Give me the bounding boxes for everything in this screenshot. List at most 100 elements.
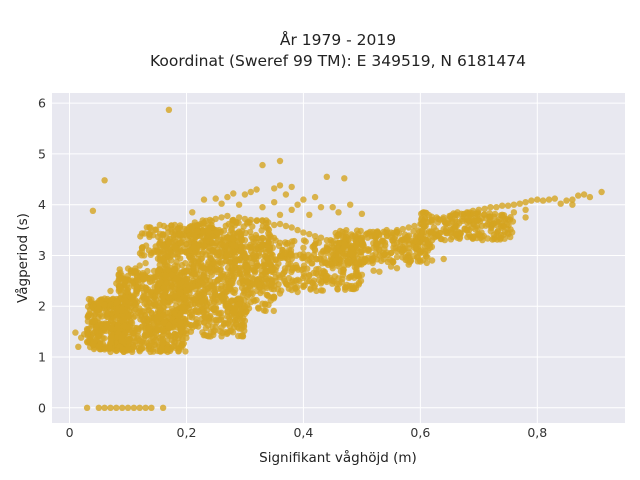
data-point [382, 229, 389, 236]
data-point [386, 256, 393, 263]
data-point [101, 295, 108, 302]
data-point [319, 287, 326, 294]
data-point [258, 242, 265, 250]
data-point [472, 226, 479, 233]
data-point [417, 258, 424, 265]
data-point [343, 281, 351, 289]
data-point [189, 314, 196, 321]
data-point [475, 206, 482, 213]
data-point [146, 324, 153, 331]
data-point [311, 247, 319, 254]
data-point [190, 244, 198, 252]
data-point [123, 288, 131, 295]
data-point [224, 300, 231, 307]
data-point [317, 204, 325, 211]
y-tick-label: 4 [38, 197, 46, 212]
data-point [475, 216, 482, 224]
data-point [141, 252, 148, 259]
data-point [358, 210, 366, 217]
data-point [119, 346, 126, 353]
data-point [358, 237, 366, 244]
data-point [380, 255, 387, 263]
data-point [107, 287, 114, 295]
data-point [336, 227, 344, 235]
data-point [114, 324, 121, 331]
data-point [347, 242, 354, 249]
data-point [463, 226, 471, 234]
data-point [300, 196, 307, 203]
data-point [159, 232, 167, 239]
data-point [166, 309, 174, 316]
data-point [154, 327, 161, 334]
data-point [586, 193, 594, 201]
data-point [276, 254, 284, 262]
data-point [212, 317, 219, 324]
data-point [191, 250, 198, 257]
data-point [247, 216, 254, 224]
data-point [200, 319, 208, 326]
data-point [139, 270, 147, 277]
data-point [399, 247, 406, 254]
data-point [206, 318, 214, 325]
data-point [127, 328, 134, 336]
data-point [253, 296, 260, 304]
data-point [83, 325, 91, 333]
data-point [271, 221, 278, 229]
data-point [182, 348, 189, 355]
data-point [101, 177, 108, 184]
data-point [156, 266, 163, 273]
data-point [104, 309, 111, 317]
data-point [317, 280, 325, 287]
data-point [195, 323, 202, 330]
data-point [282, 249, 289, 257]
data-point [211, 260, 218, 267]
data-point [253, 186, 260, 193]
data-points [72, 106, 605, 411]
data-point [474, 211, 481, 219]
data-point [91, 312, 98, 319]
data-point [107, 348, 114, 356]
data-point [282, 239, 289, 246]
data-point [305, 251, 312, 259]
data-point [113, 347, 120, 355]
data-point [217, 285, 225, 293]
data-point [197, 277, 204, 285]
data-point [183, 334, 190, 342]
data-point [218, 272, 225, 279]
data-point [545, 196, 553, 203]
data-point [288, 206, 295, 213]
data-point [171, 277, 178, 284]
data-point [346, 259, 353, 266]
data-point [265, 292, 272, 300]
data-point [89, 207, 97, 214]
data-point [270, 307, 277, 315]
data-point [279, 271, 286, 278]
data-point [300, 229, 307, 236]
data-point [476, 230, 483, 238]
data-point [494, 227, 502, 235]
data-point [272, 277, 279, 285]
data-point [446, 212, 453, 220]
data-point [288, 224, 295, 231]
data-point [165, 332, 173, 339]
data-point [156, 278, 164, 285]
data-point [148, 303, 155, 310]
data-point [463, 219, 471, 226]
data-point [113, 404, 120, 411]
data-point [430, 224, 438, 231]
data-point [323, 237, 330, 244]
data-point [390, 244, 397, 251]
data-point [95, 404, 103, 411]
data-point [142, 242, 150, 249]
data-point [241, 237, 249, 244]
data-point [401, 240, 408, 247]
data-point [522, 214, 529, 221]
data-point [241, 215, 249, 223]
data-point [339, 232, 347, 239]
data-point [317, 270, 325, 277]
data-point [441, 236, 448, 244]
data-point [172, 265, 179, 273]
data-point [189, 324, 196, 331]
data-point [95, 333, 102, 340]
data-point [116, 266, 123, 273]
